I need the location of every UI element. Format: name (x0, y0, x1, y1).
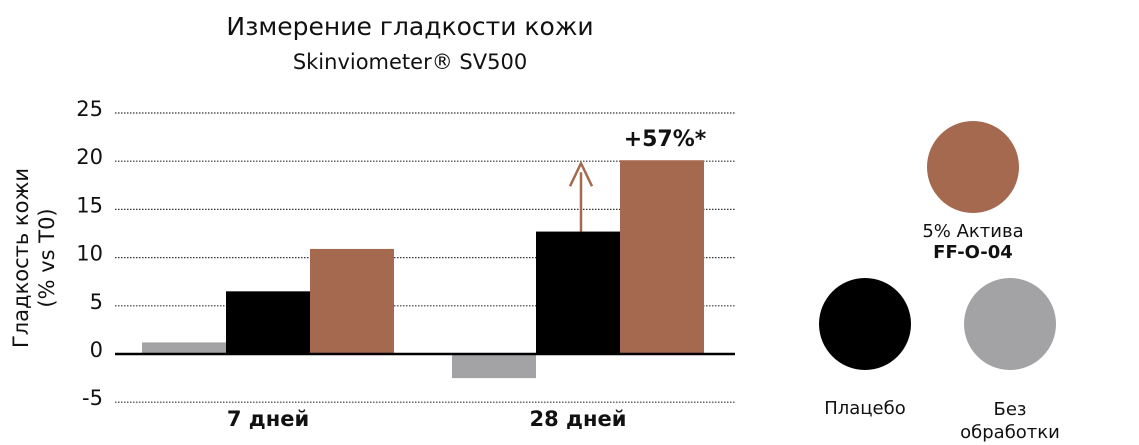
y-tick-label: 25 (76, 97, 103, 121)
chart: Измерение гладкости кожи Skinviometer® S… (9, 12, 735, 431)
bar (620, 160, 704, 354)
bar (310, 248, 394, 354)
legend-label: Без обработки (960, 399, 1060, 444)
arrow-head (568, 160, 594, 187)
x-tick-label: 28 дней (530, 407, 627, 431)
legend-item: Без обработки (940, 278, 1080, 445)
legend-label: Плацебо (824, 398, 906, 419)
bar (452, 354, 536, 379)
legend-swatch (927, 121, 1019, 213)
bar (536, 231, 620, 354)
y-tick-label: -5 (82, 386, 103, 410)
page: {"chart_data": {"type": "bar", "title": … (9, 12, 1073, 444)
y-axis-label-line: Гладкость кожи (9, 168, 33, 348)
bar (142, 342, 226, 354)
legend-item: 5% Актива FF-O-04 (873, 121, 1073, 263)
chart-title: Измерение гладкости кожи (226, 12, 593, 41)
legend-swatch (964, 278, 1056, 370)
legend-code: FF-O-04 (933, 242, 1013, 263)
chart-subtitle: Skinviometer® SV500 (293, 50, 527, 74)
y-axis-label: Гладкость кожи (% vs T0) (9, 168, 59, 348)
y-tick-label: 0 (90, 338, 103, 362)
y-axis-label-line: (% vs T0) (35, 208, 59, 307)
y-tick-label: 15 (76, 193, 103, 217)
y-tick-label: 5 (90, 290, 103, 314)
bar (226, 291, 310, 354)
y-tick-label: 10 (76, 242, 103, 266)
legend-swatch (819, 278, 911, 370)
x-tick-label: 7 дней (227, 407, 309, 431)
legend-item: Плацебо (800, 278, 930, 419)
legend-label: 5% Актива (922, 221, 1024, 242)
annotation: +57%* (624, 127, 707, 152)
y-tick-label: 20 (76, 145, 103, 169)
